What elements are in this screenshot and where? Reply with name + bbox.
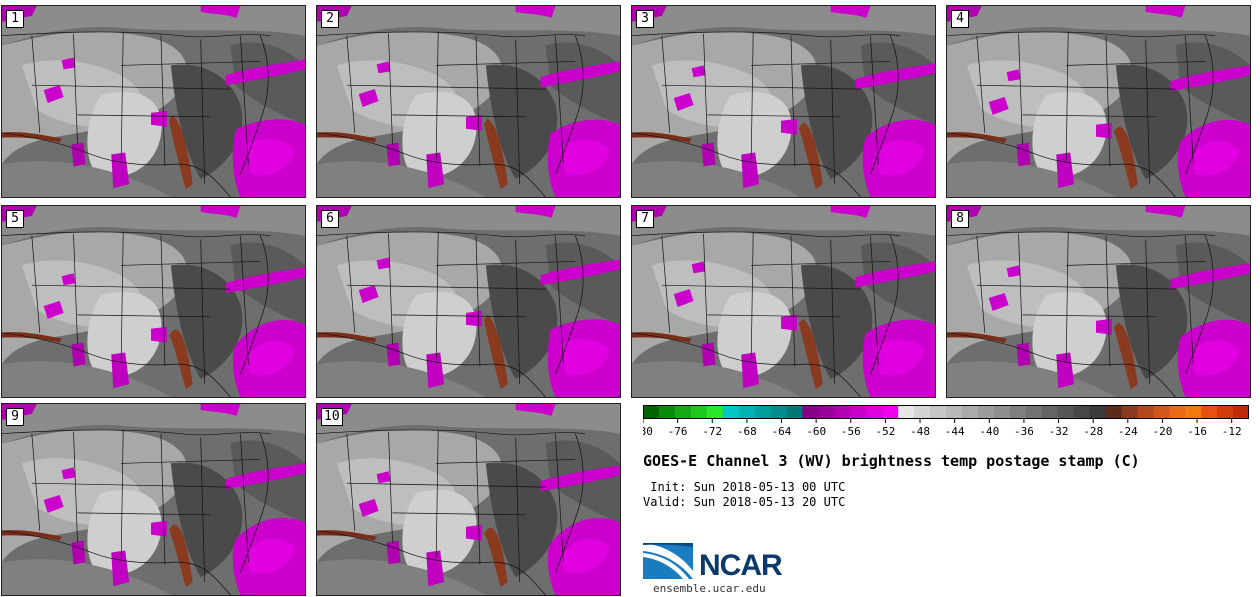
colorbar: -80 -76 -72 -68 -64 -60 -56 -52 -48 -44 -40 -36 -32 -…	[643, 405, 1249, 438]
water-vapor-map	[317, 6, 620, 197]
colorbar-segment	[706, 405, 724, 419]
water-vapor-map	[2, 6, 305, 197]
colorbar-segment	[658, 405, 676, 419]
member-number-label: 8	[951, 210, 969, 228]
colorbar-segment	[1137, 405, 1154, 419]
water-vapor-map	[632, 6, 935, 197]
colorbar-segment	[977, 405, 995, 419]
colorbar-segment	[1025, 405, 1043, 419]
colorbar-tick-label: -72	[702, 425, 722, 438]
colorbar-segment	[1201, 405, 1218, 419]
colorbar-tick-label: -68	[737, 425, 757, 438]
colorbar-tick-label: -80	[643, 425, 653, 438]
colorbar-segment	[1153, 405, 1170, 419]
member-number-label: 10	[321, 408, 343, 426]
colorbar-tick-label: -20	[1152, 425, 1172, 438]
figure-title: GOES-E Channel 3 (WV) brightness temp po…	[643, 452, 1140, 470]
water-vapor-map	[2, 206, 305, 397]
colorbar-segment	[818, 405, 835, 419]
colorbar-tick-label: -60	[806, 425, 826, 438]
colorbar-segment	[946, 405, 963, 419]
colorbar-segment	[1009, 405, 1027, 419]
postage-stamp-panel: 4	[946, 5, 1251, 198]
postage-stamp-panel: 2	[316, 5, 621, 198]
member-number-label: 5	[6, 210, 24, 228]
colorbar-segment	[738, 405, 756, 419]
colorbar-tick-label: -28	[1083, 425, 1103, 438]
colorbar-segment	[1233, 405, 1249, 419]
postage-stamp-panel: 5	[1, 205, 306, 398]
colorbar-segment	[1073, 405, 1091, 419]
colorbar-segment	[850, 405, 867, 419]
member-number-label: 7	[636, 210, 654, 228]
colorbar-tick-label: -52	[875, 425, 895, 438]
water-vapor-map	[632, 206, 935, 397]
colorbar-segment	[914, 405, 931, 419]
colorbar-segment	[1217, 405, 1234, 419]
water-vapor-map	[317, 206, 620, 397]
water-vapor-map	[2, 404, 305, 595]
postage-stamp-panel: 10	[316, 403, 621, 596]
member-number-label: 9	[6, 408, 24, 426]
colorbar-segment	[786, 405, 803, 419]
colorbar-tick-label: -24	[1118, 425, 1138, 438]
member-number-label: 3	[636, 10, 654, 28]
colorbar-tick-label: -16	[1187, 425, 1207, 438]
colorbar-segment	[1105, 405, 1122, 419]
colorbar-segment	[866, 405, 883, 419]
postage-stamp-panel: 7	[631, 205, 936, 398]
member-number-label: 1	[6, 10, 24, 28]
logo-wordmark: NCAR	[699, 549, 783, 582]
member-number-label: 6	[321, 210, 339, 228]
colorbar-segment	[722, 405, 740, 419]
water-vapor-map	[947, 6, 1250, 197]
colorbar-segment	[993, 405, 1011, 419]
site-url: ensemble.ucar.edu	[653, 582, 766, 595]
colorbar-segment	[1041, 405, 1059, 419]
postage-stamp-panel: 8	[946, 205, 1251, 398]
colorbar-tick-label: -12	[1222, 425, 1242, 438]
colorbar-tick-label: -64	[772, 425, 792, 438]
colorbar-segment	[834, 405, 851, 419]
colorbar-segment	[643, 405, 660, 419]
colorbar-segment	[882, 405, 899, 419]
colorbar-tick-label: -56	[841, 425, 861, 438]
colorbar-segment	[1121, 405, 1138, 419]
postage-stamp-panel: 6	[316, 205, 621, 398]
colorbar-segment	[1169, 405, 1186, 419]
postage-stamp-panel: 1	[1, 5, 306, 198]
colorbar-segment	[1185, 405, 1202, 419]
colorbar-segment	[1057, 405, 1075, 419]
ncar-logo-icon	[643, 543, 693, 579]
colorbar-segment	[690, 405, 708, 419]
colorbar-segment	[754, 405, 772, 419]
colorbar-tick-label: -44	[945, 425, 965, 438]
colorbar-frame	[643, 405, 1249, 419]
colorbar-tick-label: -48	[910, 425, 930, 438]
water-vapor-map	[317, 404, 620, 595]
colorbar-tick-label: -32	[1049, 425, 1069, 438]
init-time: Init: Sun 2018-05-13 00 UTC	[643, 480, 846, 494]
colorbar-segment	[930, 405, 947, 419]
colorbar-segment	[1089, 405, 1106, 419]
postage-stamp-panel: 9	[1, 403, 306, 596]
colorbar-segment	[770, 405, 788, 419]
colorbar-tick-label: -40	[979, 425, 999, 438]
colorbar-segment	[674, 405, 692, 419]
water-vapor-map	[947, 206, 1250, 397]
colorbar-tick-label: -36	[1014, 425, 1034, 438]
colorbar-segment	[898, 405, 915, 419]
colorbar-segment	[802, 405, 819, 419]
member-number-label: 2	[321, 10, 339, 28]
colorbar-segment	[961, 405, 979, 419]
postage-stamp-panel: 3	[631, 5, 936, 198]
colorbar-tick-label: -76	[668, 425, 688, 438]
valid-time: Valid: Sun 2018-05-13 20 UTC	[643, 495, 846, 509]
member-number-label: 4	[951, 10, 969, 28]
